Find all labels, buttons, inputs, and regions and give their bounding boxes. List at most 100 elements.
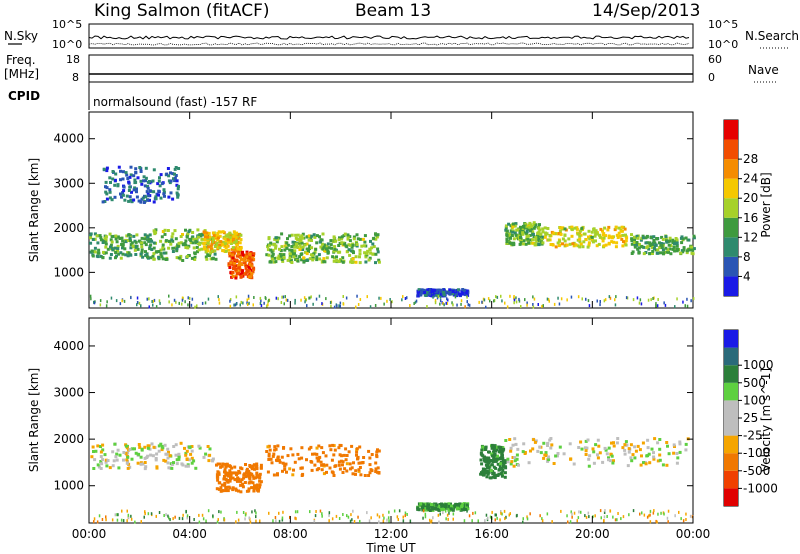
heat-cell	[664, 303, 667, 307]
heat-cell	[223, 518, 226, 522]
heat-cell	[144, 166, 148, 170]
colorbar-segment	[724, 256, 738, 277]
heat-cell	[116, 235, 120, 239]
heat-cell	[358, 255, 361, 259]
heat-cell	[238, 263, 241, 266]
heat-cell	[225, 473, 229, 477]
heat-cell	[251, 464, 255, 468]
heat-cell	[140, 248, 144, 252]
heat-cell	[160, 182, 164, 186]
heat-cell	[200, 237, 204, 241]
heat-cell	[191, 241, 195, 245]
heat-cell	[370, 246, 374, 250]
heat-cell	[218, 246, 222, 250]
heat-cell	[596, 438, 600, 442]
heat-cell	[660, 511, 662, 515]
heat-cell	[227, 248, 231, 252]
heat-cell	[246, 268, 250, 272]
heat-cell	[285, 298, 288, 302]
heat-cell	[532, 295, 534, 299]
heat-cell	[348, 253, 352, 257]
heat-cell	[292, 255, 296, 259]
heat-cell	[270, 250, 274, 254]
heat-cell	[673, 249, 677, 253]
heat-cell	[281, 461, 285, 465]
heat-cell	[321, 232, 325, 236]
heat-cell	[658, 438, 662, 441]
heat-cell	[421, 503, 425, 507]
heat-cell	[170, 238, 174, 242]
heat-cell	[496, 516, 498, 520]
heat-cell	[317, 444, 321, 448]
heat-cell	[633, 235, 637, 239]
heat-cell	[599, 227, 603, 231]
heat-cell	[609, 296, 612, 300]
heat-cell	[167, 246, 171, 250]
heat-cell	[344, 447, 348, 451]
heat-cell	[325, 247, 328, 251]
heat-cell	[648, 514, 650, 518]
heat-cell	[513, 437, 517, 441]
heat-cell	[236, 476, 240, 480]
heat-cell	[203, 247, 206, 251]
heat-cell	[486, 463, 490, 466]
heat-cell	[594, 514, 596, 518]
heat-cell	[231, 486, 235, 490]
heat-cell	[353, 520, 356, 523]
heat-cell	[491, 454, 494, 458]
heat-cell	[240, 467, 244, 471]
heat-cell	[248, 516, 250, 520]
heat-cell	[114, 234, 118, 238]
heat-cell	[513, 301, 515, 305]
heat-cell	[99, 236, 103, 240]
heat-cell	[484, 460, 488, 464]
heat-cell	[565, 243, 569, 247]
heat-cell	[300, 474, 304, 477]
heat-cell	[105, 304, 108, 308]
heat-cell	[296, 233, 300, 237]
heat-cell	[246, 301, 248, 305]
heat-cell	[498, 448, 502, 452]
heat-cell	[267, 244, 271, 248]
heat-cell	[89, 294, 92, 298]
heat-cell	[104, 238, 108, 242]
heat-cell	[255, 462, 259, 466]
heat-cell	[109, 181, 112, 184]
heat-cell	[666, 516, 669, 520]
heat-cell	[247, 472, 251, 476]
heat-cell	[217, 487, 221, 491]
heat-cell	[201, 301, 204, 305]
heat-cell	[286, 243, 290, 247]
heat-cell	[296, 259, 300, 263]
heat-cell	[513, 224, 517, 228]
heat-cell	[461, 290, 465, 294]
heat-cell	[223, 474, 226, 478]
heat-cell	[345, 296, 348, 300]
heat-cell	[144, 179, 147, 183]
heat-cell	[428, 503, 432, 507]
heat-cell	[245, 467, 249, 471]
heat-cell	[231, 476, 235, 480]
x-tick-label: 08:00	[273, 527, 308, 541]
heat-cell	[145, 190, 149, 194]
heat-cell	[229, 298, 232, 301]
heat-cell	[630, 239, 634, 243]
heat-cell	[494, 445, 498, 449]
heat-cell	[160, 448, 164, 452]
heat-cell	[481, 300, 483, 304]
heat-cell	[590, 230, 594, 234]
heat-cell	[315, 258, 319, 262]
heat-cell	[190, 256, 194, 260]
heat-cell	[552, 231, 556, 235]
y-tick-label: 4000	[53, 339, 84, 353]
heat-cell	[340, 237, 344, 241]
heat-cell	[569, 520, 572, 524]
heat-cell	[231, 253, 234, 257]
heat-cell	[128, 195, 132, 199]
heat-cell	[458, 502, 462, 506]
heat-cell	[360, 461, 364, 465]
heat-cell	[259, 466, 263, 470]
heat-cell	[652, 244, 656, 248]
heat-cell	[161, 230, 165, 233]
